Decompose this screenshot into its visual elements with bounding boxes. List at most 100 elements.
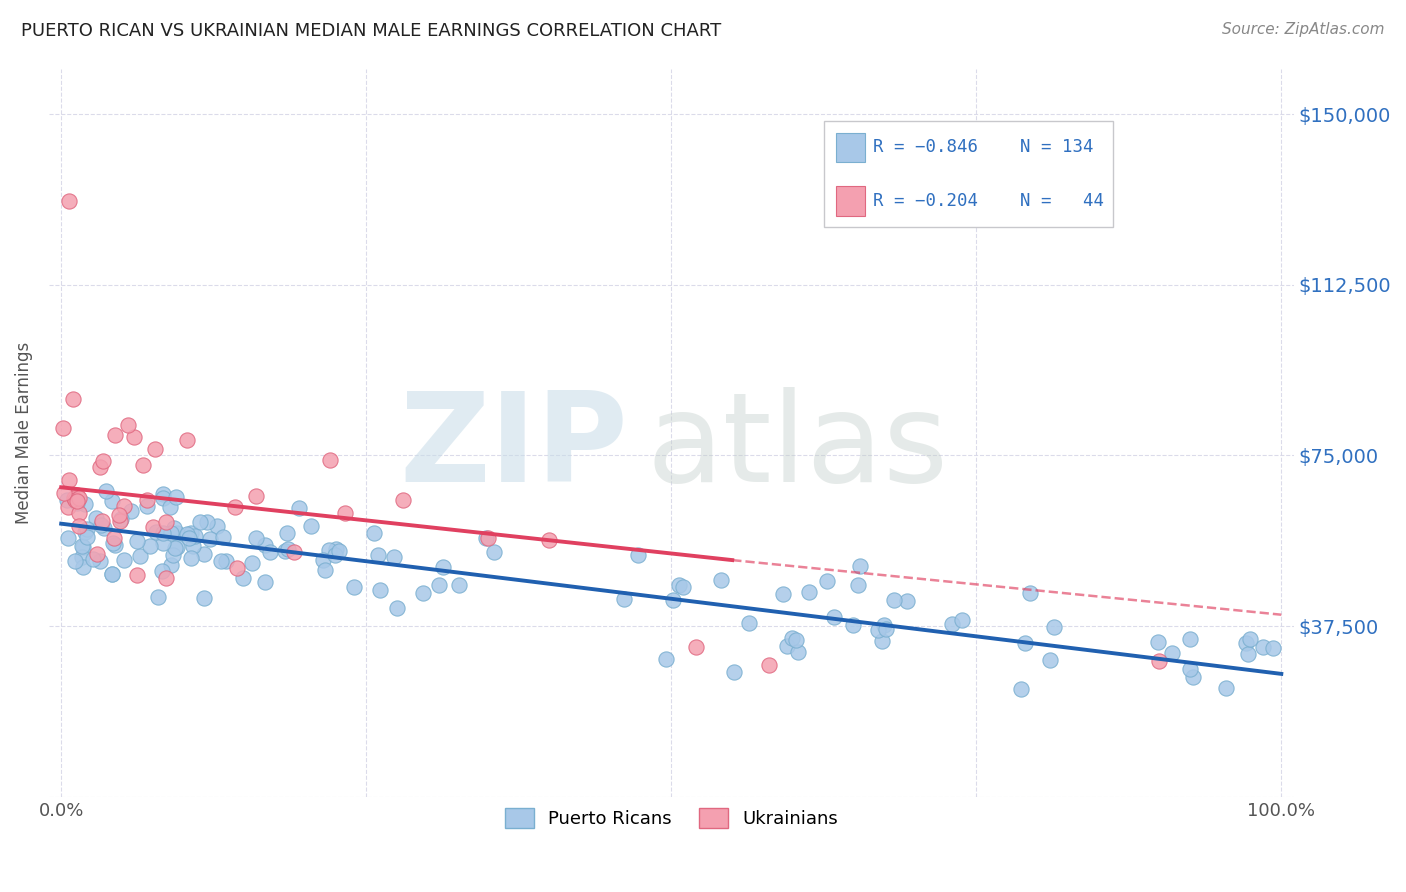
Point	[163, 541, 186, 555]
Point	[254, 538, 277, 552]
Point	[1039, 653, 1062, 667]
Point	[226, 561, 249, 575]
Point	[1261, 640, 1284, 655]
Text: atlas: atlas	[647, 387, 949, 508]
Point	[76, 530, 98, 544]
Point	[363, 525, 385, 540]
Point	[333, 506, 356, 520]
Point	[112, 499, 135, 513]
Point	[866, 624, 889, 638]
Point	[896, 594, 918, 608]
Point	[146, 590, 169, 604]
Point	[159, 500, 181, 514]
Point	[323, 548, 346, 562]
Point	[181, 539, 204, 553]
Point	[188, 516, 211, 530]
Point	[1146, 635, 1168, 649]
Point	[776, 639, 799, 653]
Point	[160, 558, 183, 573]
Point	[125, 567, 148, 582]
Point	[176, 433, 198, 447]
Point	[66, 494, 89, 508]
Point	[737, 616, 759, 631]
Point	[427, 578, 450, 592]
Point	[114, 553, 136, 567]
Point	[150, 564, 173, 578]
Point	[385, 600, 408, 615]
Point	[195, 515, 218, 529]
Point	[367, 548, 389, 562]
Point	[193, 547, 215, 561]
Point	[276, 525, 298, 540]
Point	[1043, 620, 1066, 634]
Point	[205, 518, 228, 533]
Point	[166, 525, 188, 540]
Point	[180, 526, 202, 541]
Point	[626, 548, 648, 562]
Point	[799, 585, 821, 599]
Point	[723, 665, 745, 680]
Point	[89, 554, 111, 568]
Point	[1014, 636, 1036, 650]
Point	[177, 531, 200, 545]
Point	[152, 486, 174, 500]
Point	[129, 549, 152, 563]
Y-axis label: Median Male Earnings: Median Male Earnings	[15, 342, 32, 524]
Point	[117, 418, 139, 433]
Point	[104, 538, 127, 552]
Point	[152, 491, 174, 505]
Point	[209, 553, 232, 567]
Point	[70, 539, 93, 553]
Point	[91, 514, 114, 528]
Point	[63, 493, 86, 508]
Point	[160, 526, 183, 541]
Point	[318, 452, 340, 467]
Point	[108, 508, 131, 523]
Point	[710, 574, 733, 588]
Point	[538, 533, 561, 547]
Point	[142, 520, 165, 534]
Legend: Puerto Ricans, Ukrainians: Puerto Ricans, Ukrainians	[498, 801, 845, 835]
Point	[613, 591, 636, 606]
Point	[103, 536, 125, 550]
Point	[342, 580, 364, 594]
Point	[1149, 654, 1171, 668]
Point	[120, 504, 142, 518]
Point	[56, 492, 79, 507]
Point	[1010, 681, 1032, 696]
Point	[277, 542, 299, 557]
Point	[65, 553, 87, 567]
Point	[668, 578, 690, 592]
Point	[90, 518, 112, 533]
Point	[382, 549, 405, 564]
Point	[211, 531, 233, 545]
Point	[94, 483, 117, 498]
Point	[1239, 632, 1261, 646]
Point	[124, 430, 146, 444]
Point	[685, 640, 707, 654]
Text: PUERTO RICAN VS UKRAINIAN MEDIAN MALE EARNINGS CORRELATION CHART: PUERTO RICAN VS UKRAINIAN MEDIAN MALE EA…	[21, 22, 721, 40]
Point	[67, 519, 90, 533]
Point	[1181, 670, 1204, 684]
Point	[785, 633, 807, 648]
Point	[152, 526, 174, 541]
Point	[758, 657, 780, 672]
Point	[110, 512, 132, 526]
Point	[1178, 632, 1201, 647]
Text: ZIP: ZIP	[399, 387, 627, 508]
Point	[1161, 646, 1184, 660]
Point	[312, 553, 335, 567]
Point	[245, 531, 267, 545]
Point	[56, 531, 79, 545]
Point	[143, 442, 166, 457]
Point	[477, 531, 499, 545]
Point	[941, 616, 963, 631]
Point	[368, 583, 391, 598]
Point	[86, 547, 108, 561]
Point	[101, 494, 124, 508]
Point	[58, 194, 80, 208]
Point	[772, 587, 794, 601]
Text: R = −0.846    N = 134: R = −0.846 N = 134	[873, 138, 1094, 156]
Point	[662, 592, 685, 607]
Point	[82, 552, 104, 566]
